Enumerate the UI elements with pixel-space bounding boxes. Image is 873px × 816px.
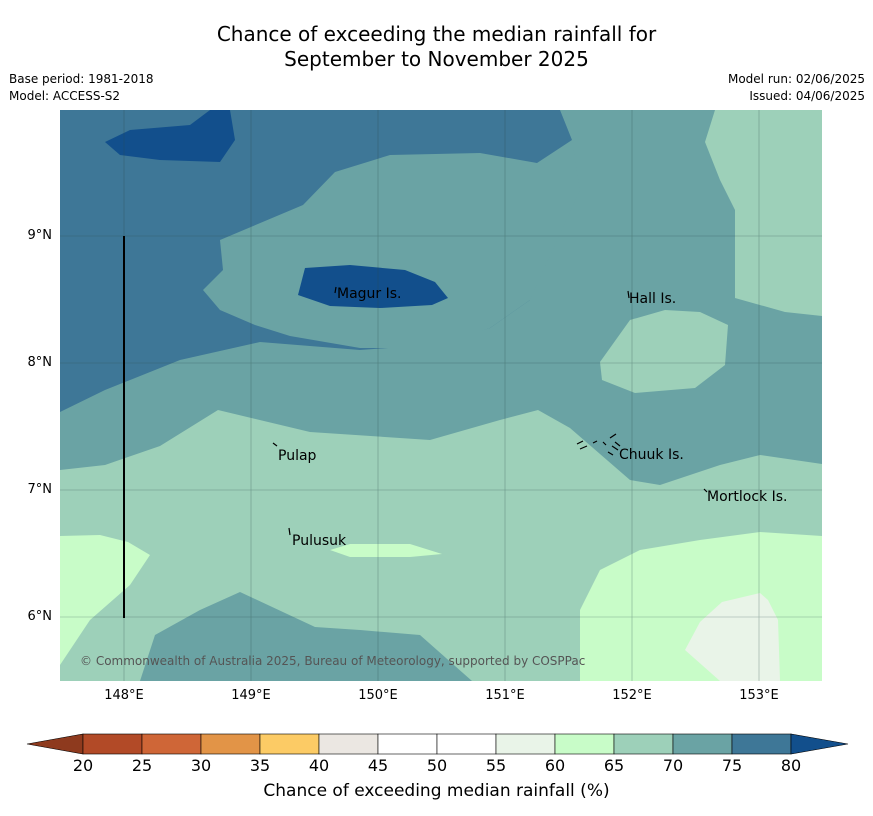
place-label-magur: Magur Is. <box>337 286 402 302</box>
model-run: Model run: 02/06/2025 <box>727 72 865 86</box>
colorbar-tick-label: 55 <box>486 756 506 775</box>
colorbar-segment <box>436 733 497 755</box>
copyright-credit: © Commonwealth of Australia 2025, Bureau… <box>80 654 585 668</box>
colorbar-tick-label: 35 <box>250 756 270 775</box>
place-label-pulusuk: Pulusuk <box>292 533 347 549</box>
colorbar-tick-label: 70 <box>663 756 683 775</box>
title-line-2: September to November 2025 <box>284 47 589 71</box>
colorbar-tick-label: 75 <box>722 756 742 775</box>
model-name: Model: ACCESS-S2 <box>9 89 121 103</box>
colorbar-segment <box>613 733 674 755</box>
band-60-65-west <box>60 535 150 665</box>
title-line-1: Chance of exceeding the median rainfall … <box>216 22 657 46</box>
meta-left: Base period: 1981-2018 Model: ACCESS-S2 <box>9 71 154 105</box>
band-80-plus-magur <box>298 265 448 308</box>
colorbar-segment <box>259 733 320 755</box>
band-55-60-se <box>685 593 780 681</box>
rainfall-map: Magur Is. Hall Is. Pulap Chuuk Is. Mortl… <box>60 110 822 681</box>
band-65-70-east <box>705 110 822 316</box>
place-label-chuuk: Chuuk Is. <box>619 447 684 463</box>
colorbar-tick-label: 45 <box>368 756 388 775</box>
y-tick-9n: 9°N <box>27 228 53 243</box>
y-tick-7n: 7°N <box>27 482 53 497</box>
x-tick-149e: 149°E <box>231 688 271 703</box>
colorbar-tick-label: 20 <box>73 756 93 775</box>
colorbar-tick-label: 25 <box>132 756 152 775</box>
band-65-70-hall <box>600 310 728 393</box>
y-tick-6n: 6°N <box>27 609 53 624</box>
map-gridlines <box>60 110 822 681</box>
colorbar-segment <box>554 733 615 755</box>
x-tick-151e: 151°E <box>485 688 525 703</box>
band-70-75-south <box>140 592 472 681</box>
colorbar-ticks: 20 25 30 35 40 45 50 55 60 65 70 75 80 <box>73 756 801 775</box>
colorbar-under-arrow <box>26 733 84 755</box>
issued-date: Issued: 04/06/2025 <box>749 89 865 103</box>
place-label-hall: Hall Is. <box>629 291 676 307</box>
place-label-pulap: Pulap <box>278 448 317 464</box>
colorbar-segment <box>672 733 733 755</box>
chart-title: Chance of exceeding the median rainfall … <box>0 22 873 72</box>
y-tick-8n: 8°N <box>27 355 53 370</box>
colorbar-segment <box>318 733 379 755</box>
band-80-plus-nw <box>105 110 235 162</box>
colorbar-tick-label: 65 <box>604 756 624 775</box>
colorbar-segment <box>377 733 438 755</box>
colorbar-segment <box>200 733 261 755</box>
colorbar-segment <box>141 733 202 755</box>
x-tick-153e: 153°E <box>739 688 779 703</box>
meta-right: Model run: 02/06/2025 Issued: 04/06/2025 <box>728 71 865 105</box>
band-70-75-north <box>203 140 580 348</box>
colorbar-segment <box>731 733 792 755</box>
colorbar-tick-label: 50 <box>427 756 447 775</box>
colorbar: 20 25 30 35 40 45 50 55 60 65 70 75 80 <box>26 733 849 775</box>
colorbar-segments <box>26 733 849 755</box>
colorbar-segment <box>495 733 556 755</box>
x-tick-152e: 152°E <box>612 688 652 703</box>
colorbar-tick-label: 60 <box>545 756 565 775</box>
colorbar-segment <box>82 733 143 755</box>
x-tick-148e: 148°E <box>104 688 144 703</box>
island-marks <box>272 286 708 536</box>
colorbar-over-arrow <box>790 733 849 755</box>
place-label-mortlock: Mortlock Is. <box>707 489 787 505</box>
colorbar-tick-label: 40 <box>309 756 329 775</box>
base-period: Base period: 1981-2018 <box>9 72 154 86</box>
band-60-65-mid <box>330 544 442 557</box>
colorbar-tick-label: 30 <box>191 756 211 775</box>
x-tick-150e: 150°E <box>358 688 398 703</box>
colorbar-label: Chance of exceeding median rainfall (%) <box>263 781 610 801</box>
colorbar-tick-label: 80 <box>781 756 801 775</box>
